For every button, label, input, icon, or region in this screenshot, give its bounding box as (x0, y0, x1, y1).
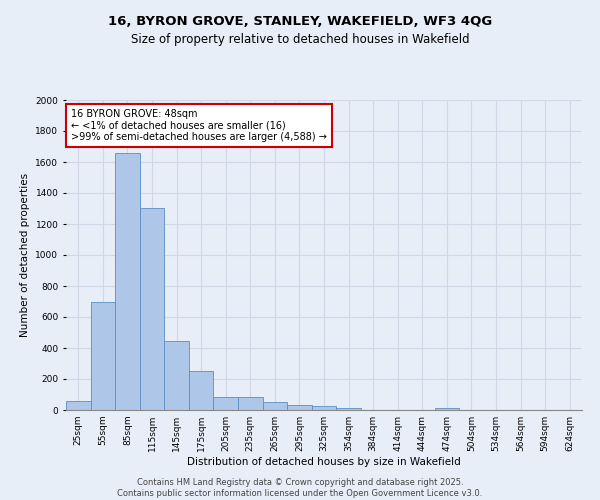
Bar (189, 371, 214, 410)
Bar (263, 402, 287, 410)
Bar (214, 397, 238, 410)
Text: Size of property relative to detached houses in Wakefield: Size of property relative to detached ho… (131, 32, 469, 46)
Bar (140, 208, 164, 410)
X-axis label: Distribution of detached houses by size in Wakefield: Distribution of detached houses by size … (187, 457, 461, 467)
Bar (434, 408, 459, 410)
Bar (66, 400, 91, 410)
Bar (91, 302, 115, 410)
Bar (164, 341, 189, 410)
Text: 16 BYRON GROVE: 48sqm
← <1% of detached houses are smaller (16)
>99% of semi-det: 16 BYRON GROVE: 48sqm ← <1% of detached … (71, 110, 327, 142)
Bar (238, 397, 263, 410)
Bar (312, 406, 336, 410)
Bar (115, 152, 140, 410)
Text: 16, BYRON GROVE, STANLEY, WAKEFIELD, WF3 4QG: 16, BYRON GROVE, STANLEY, WAKEFIELD, WF3… (108, 15, 492, 28)
Text: Contains HM Land Registry data © Crown copyright and database right 2025.
Contai: Contains HM Land Registry data © Crown c… (118, 478, 482, 498)
Y-axis label: Number of detached properties: Number of detached properties (20, 173, 30, 337)
Bar (336, 408, 361, 410)
Bar (287, 404, 312, 410)
